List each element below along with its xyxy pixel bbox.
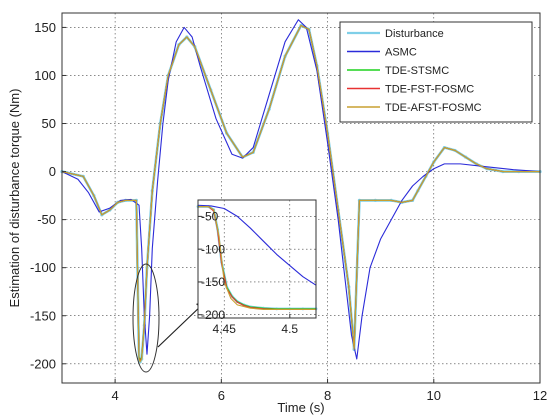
legend-label: ASMC bbox=[385, 47, 417, 59]
main-y-tick-label: -100 bbox=[30, 260, 56, 275]
main-x-tick-label: 6 bbox=[218, 388, 225, 403]
main-y-ticks: -200 -150 -100 -50 0 50 100 150 bbox=[30, 20, 66, 371]
main-y-tick-label: 150 bbox=[34, 20, 56, 35]
inset-x-tick-label: 4.5 bbox=[281, 322, 298, 336]
inset-x-tick-label: 4.45 bbox=[213, 322, 237, 336]
main-y-tick-label: 0 bbox=[49, 164, 56, 179]
zoom-region-ellipse bbox=[132, 263, 160, 373]
main-y-tick-label: -150 bbox=[30, 308, 56, 323]
main-x-tick-label: 4 bbox=[111, 388, 118, 403]
inset-plot: 4.45 4.5 -200 -150 -100 -50 bbox=[196, 199, 318, 336]
legend-label: TDE-AFST-FOSMC bbox=[385, 102, 482, 114]
inset-y-tick-label: -200 bbox=[201, 308, 225, 322]
main-y-tick-label: -50 bbox=[37, 212, 56, 227]
main-x-tick-label: 12 bbox=[533, 388, 547, 403]
main-y-tick-label: 100 bbox=[34, 68, 56, 83]
legend-items: Disturbance ASMC TDE-STSMC TDE-FST-FOSMC TDE… bbox=[347, 28, 482, 114]
legend-box bbox=[339, 21, 533, 123]
zoom-arrow-line bbox=[157, 303, 204, 348]
inset-y-tick-label: -100 bbox=[201, 242, 225, 256]
y-axis-label: Estimation of disturbance torque (Nm) bbox=[7, 89, 22, 308]
legend-label: Disturbance bbox=[385, 28, 444, 40]
main-x-ticks: 4 6 8 10 12 bbox=[111, 379, 547, 403]
main-series-tde-afst-fosmc bbox=[61, 24, 540, 363]
inset-y-ticks: -200 -150 -100 -50 bbox=[198, 210, 225, 322]
inset-series-asmc bbox=[197, 204, 317, 286]
main-series-asmc bbox=[61, 19, 541, 360]
legend: Disturbance ASMC TDE-STSMC TDE-FST-FOSMC TDE… bbox=[339, 21, 533, 123]
main-plot-frame bbox=[61, 12, 541, 384]
main-x-tick-label: 10 bbox=[427, 388, 441, 403]
x-axis-label: Time (s) bbox=[277, 400, 324, 415]
inset-y-tick-label: -150 bbox=[201, 275, 225, 289]
inset-series-tde-afst-fosmc bbox=[198, 206, 316, 311]
inset-series-group bbox=[196, 204, 318, 311]
legend-label: TDE-STSMC bbox=[385, 65, 449, 77]
main-x-tick-label: 8 bbox=[324, 388, 331, 403]
legend-label: TDE-FST-FOSMC bbox=[385, 84, 474, 96]
main-y-tick-label: -200 bbox=[30, 356, 56, 371]
main-y-tick-label: 50 bbox=[42, 116, 56, 131]
inset-plot-frame bbox=[197, 199, 317, 319]
inset-x-ticks: 4.45 4.5 bbox=[213, 314, 298, 336]
inset-y-tick-label: -50 bbox=[201, 210, 219, 224]
inset-plot-area bbox=[198, 200, 316, 318]
main-series-group bbox=[60, 19, 542, 364]
